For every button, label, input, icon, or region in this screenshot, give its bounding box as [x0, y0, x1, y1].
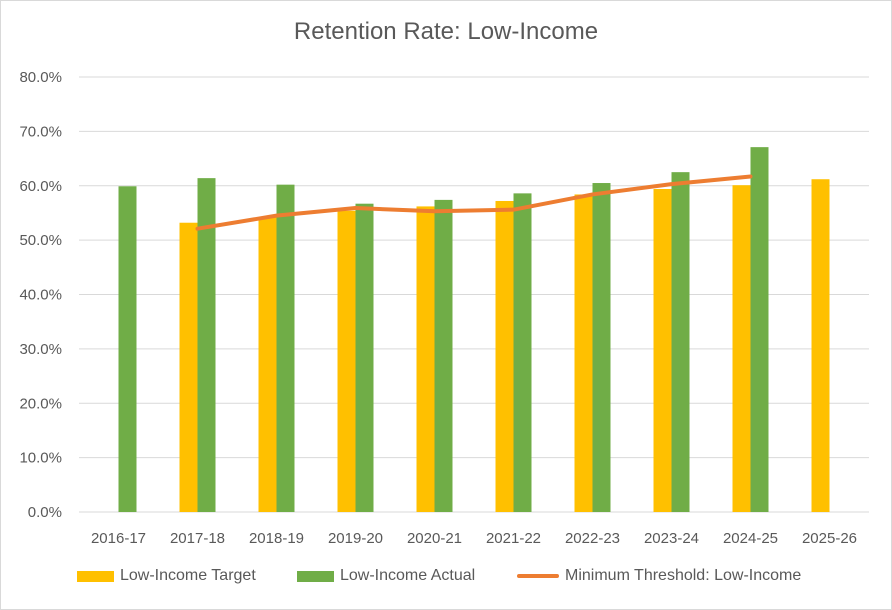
legend-label-actual: Low-Income Actual [340, 567, 476, 584]
legend-label-target: Low-Income Target [120, 567, 256, 584]
legend-item-threshold: Minimum Threshold: Low-Income [517, 567, 801, 585]
legend-swatch-target [77, 570, 114, 582]
y-tick-label: 60.0% [19, 178, 62, 195]
y-tick-label: 20.0% [19, 395, 62, 412]
bar-target [574, 194, 593, 512]
legend-label-threshold: Minimum Threshold: Low-Income [565, 567, 802, 584]
bar-target [653, 189, 672, 512]
y-tick-label: 10.0% [19, 450, 62, 467]
x-tick-label: 2017-18 [170, 530, 225, 547]
x-tick-label: 2021-22 [486, 530, 541, 547]
y-tick-label: 0.0% [28, 504, 62, 521]
threshold-line [195, 174, 753, 231]
bar-actual [513, 193, 532, 513]
legend-swatch-threshold [517, 574, 559, 578]
x-tick-label: 2025-26 [802, 530, 857, 547]
y-tick-label: 50.0% [19, 232, 62, 249]
x-tick-label: 2023-24 [644, 530, 699, 547]
x-tick-label: 2020-21 [407, 530, 462, 547]
chart-title: Retention Rate: Low-Income [293, 18, 599, 45]
bar-actual [276, 184, 295, 512]
bar-actual [750, 147, 769, 513]
y-tick-label: 40.0% [19, 287, 62, 304]
bar-actual [197, 178, 216, 512]
bar-target [179, 222, 198, 512]
bar-target [811, 179, 830, 512]
y-tick-label: 70.0% [19, 123, 62, 140]
bar-actual [592, 183, 611, 512]
bar-actual [355, 203, 374, 512]
bar-target [495, 200, 514, 512]
bar-actual [671, 172, 690, 512]
chart-legend: Low-Income Target Low-Income Actual Mini… [0, 567, 892, 589]
bar-target [337, 210, 356, 512]
bar-actual [434, 199, 453, 512]
legend-item-actual: Low-Income Actual [297, 567, 475, 585]
x-tick-label: 2022-23 [565, 530, 620, 547]
y-tick-label: 30.0% [19, 341, 62, 358]
x-tick-label: 2016-17 [91, 530, 146, 547]
x-tick-label: 2019-20 [328, 530, 383, 547]
x-tick-label: 2024-25 [723, 530, 778, 547]
legend-swatch-actual [297, 570, 334, 582]
bar-target [732, 185, 751, 513]
y-tick-label: 80.0% [19, 69, 62, 86]
bar-target [416, 206, 435, 512]
legend-item-target: Low-Income Target [77, 567, 256, 585]
bar-target [258, 217, 277, 512]
x-tick-label: 2018-19 [249, 530, 304, 547]
bar-actual [118, 186, 137, 512]
